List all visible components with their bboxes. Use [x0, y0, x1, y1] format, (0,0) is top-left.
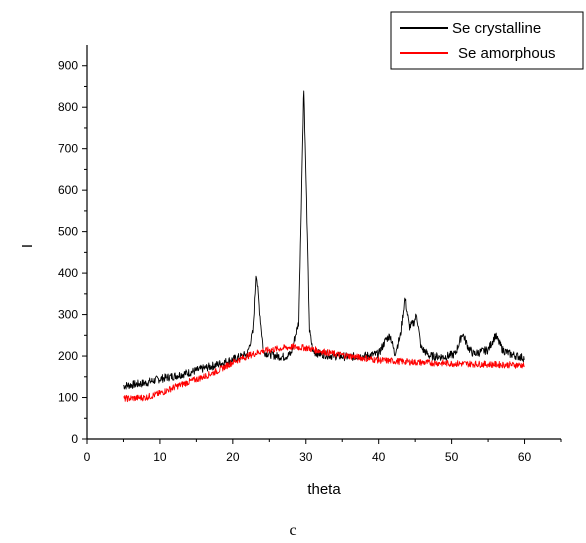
legend-label: Se amorphous	[458, 45, 556, 62]
figure-caption: c	[289, 522, 297, 539]
x-tick-label: 30	[299, 450, 313, 464]
x-tick-label: 20	[226, 450, 240, 464]
y-tick-label: 100	[58, 391, 78, 405]
y-tick-label: 700	[58, 142, 78, 156]
y-tick-label: 900	[58, 59, 78, 73]
x-tick-label: 50	[445, 450, 459, 464]
y-tick-label: 400	[58, 266, 78, 280]
y-tick-label: 600	[58, 183, 78, 197]
legend-box	[390, 11, 584, 70]
x-tick-label: 60	[518, 450, 532, 464]
x-tick-label: 10	[153, 450, 167, 464]
x-tick-label: 0	[84, 450, 91, 464]
y-axis-title: I	[19, 244, 36, 248]
legend-label: Se crystalline	[452, 20, 541, 37]
x-axis-title: theta	[307, 481, 341, 498]
x-axis-ticks: 0 10 20 30 40 50 60	[84, 439, 562, 464]
y-tick-label: 800	[58, 100, 78, 114]
series-line-amorphous	[123, 343, 525, 403]
y-tick-label: 0	[71, 432, 78, 446]
y-axis-ticks: 0 100 200 300 400 500 600 700 800 900	[58, 59, 87, 446]
y-tick-label: 200	[58, 349, 78, 363]
series-layer	[123, 90, 525, 403]
x-tick-label: 40	[372, 450, 386, 464]
series-line-crystalline	[123, 90, 525, 390]
y-tick-label: 500	[58, 225, 78, 239]
y-tick-label: 300	[58, 308, 78, 322]
legend: Se crystalline Se amorphous	[390, 11, 584, 70]
